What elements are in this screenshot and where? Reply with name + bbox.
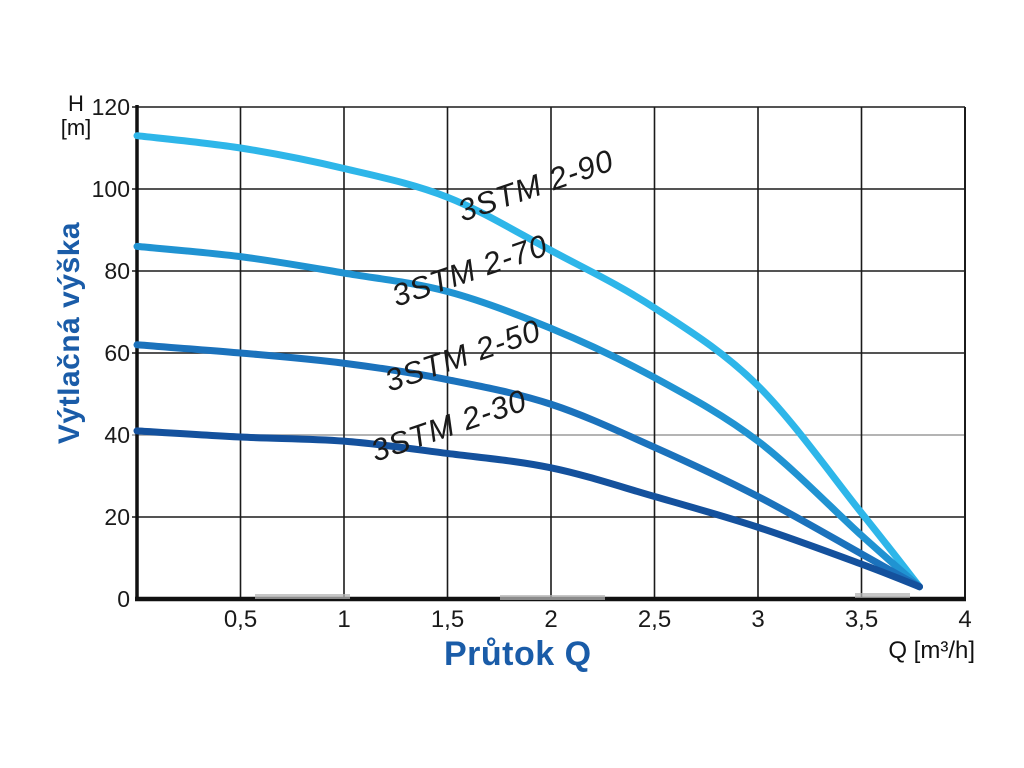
y-axis-unit: H [m] bbox=[50, 92, 102, 140]
x-axis-unit: Q [m³/h] bbox=[888, 637, 975, 664]
x-tick-label-2: 2 bbox=[544, 606, 558, 633]
curve-3stm-2-50 bbox=[133, 341, 923, 591]
watermark-artifact bbox=[255, 594, 350, 599]
x-tick-label-3: 3 bbox=[751, 606, 765, 633]
watermark-artifact bbox=[855, 593, 910, 598]
x-tick-label-3_5: 3,5 bbox=[844, 606, 879, 633]
y-tick-label-120: 120 bbox=[91, 94, 130, 120]
curve-3stm-2-70 bbox=[133, 242, 923, 591]
x-tick-label-0_5: 0,5 bbox=[223, 606, 258, 633]
curve-3stm-2-30 bbox=[133, 427, 923, 591]
watermark-artifact bbox=[500, 595, 605, 600]
y-tick-label-20: 20 bbox=[104, 504, 130, 530]
y-axis-unit-bracket: [m] bbox=[60, 115, 92, 140]
x-tick-label-4: 4 bbox=[958, 606, 972, 633]
x-tick-label-2_5: 2,5 bbox=[637, 606, 672, 633]
y-axis-unit-symbol: H bbox=[68, 91, 84, 116]
y-tick-label-0: 0 bbox=[117, 586, 130, 612]
y-tick-label-80: 80 bbox=[104, 258, 130, 284]
y-axis-title: Výtlačná výška bbox=[53, 221, 86, 445]
x-axis-title: Průtok Q bbox=[444, 635, 592, 673]
y-tick-label-100: 100 bbox=[91, 176, 130, 202]
x-tick-label-1_5: 1,5 bbox=[430, 606, 465, 633]
x-tick-label-1: 1 bbox=[337, 606, 351, 633]
y-tick-label-60: 60 bbox=[104, 340, 130, 366]
curve-3stm-2-90 bbox=[133, 132, 923, 591]
y-tick-label-40: 40 bbox=[104, 422, 130, 448]
